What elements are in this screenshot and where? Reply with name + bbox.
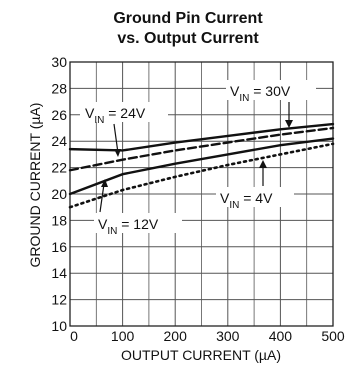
series-line-0 (68, 122, 335, 152)
x-tick-label: 300 (216, 328, 240, 344)
annotation-30v-rest: = 30V (249, 83, 291, 99)
annotation-12v-main: V (98, 216, 108, 232)
arrow-30v-head (285, 120, 293, 128)
annotation-vin-24v: VIN = 24V (80, 102, 168, 126)
svg-text:VIN = 30V: VIN = 30V (230, 83, 291, 104)
arrow-12v (99, 183, 105, 213)
annotation-30v-sub: IN (239, 93, 249, 104)
y-tick-label: 18 (51, 212, 67, 228)
svg-text:VIN = 12V: VIN = 12V (98, 216, 159, 237)
y-tick-label: 20 (51, 186, 67, 202)
y-tick-label: 10 (51, 318, 67, 334)
annotation-4v-main: V (220, 190, 230, 206)
x-tick-label: 0 (70, 328, 78, 344)
y-axis-label: GROUND CURRENT (µA) (27, 103, 43, 268)
series-line-1 (68, 126, 335, 172)
y-tick-label: 16 (51, 239, 67, 255)
y-tick-labels: 10 12 14 16 18 20 22 24 26 28 30 (51, 54, 67, 334)
arrow-24v (113, 123, 119, 154)
y-tick-label: 28 (51, 80, 67, 96)
annotation-30v-main: V (230, 83, 240, 99)
annotation-4v-sub: IN (229, 200, 239, 211)
x-axis-label: OUTPUT CURRENT (µA) (121, 347, 281, 363)
svg-text:VIN = 24V: VIN = 24V (85, 105, 146, 126)
series-group (68, 122, 335, 209)
x-tick-label: 400 (269, 328, 293, 344)
y-tick-label: 22 (51, 160, 67, 176)
arrow-24v-head (114, 149, 121, 157)
arrow-4v-head (259, 160, 267, 168)
x-tick-label: 100 (111, 328, 135, 344)
chart-title-line1: Ground Pin Current (113, 10, 263, 27)
y-tick-label: 12 (51, 292, 67, 308)
x-tick-label: 500 (321, 328, 345, 344)
annotation-24v-sub: IN (94, 115, 104, 126)
x-tick-labels: 0 100 200 300 400 500 (70, 328, 345, 344)
annotation-4v-rest: = 4V (239, 190, 273, 206)
annotation-vin-4v: VIN = 4V (216, 187, 294, 211)
annotation-vin-30v: VIN = 30V (226, 80, 316, 104)
chart-title-line2: vs. Output Current (117, 30, 259, 47)
annotation-24v-main: V (85, 105, 95, 121)
y-tick-label: 14 (51, 265, 67, 281)
annotation-12v-rest: = 12V (117, 216, 159, 232)
annotation-arrows (99, 102, 293, 213)
arrow-12v-head (101, 179, 108, 187)
y-tick-label: 30 (51, 54, 67, 70)
y-tick-label: 26 (51, 107, 67, 123)
y-tick-label: 24 (51, 133, 67, 149)
grid (69, 61, 334, 327)
svg-text:VIN = 4V: VIN = 4V (220, 190, 273, 211)
series-line-2 (68, 137, 335, 196)
annotation-24v-rest: = 24V (104, 105, 146, 121)
x-tick-label: 200 (164, 328, 188, 344)
annotation-vin-12v: VIN = 12V (94, 213, 182, 237)
annotation-12v-sub: IN (107, 226, 117, 237)
